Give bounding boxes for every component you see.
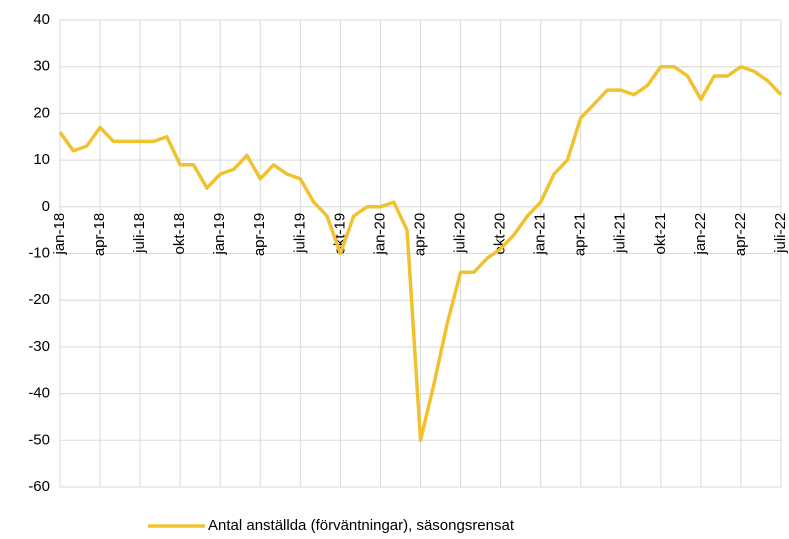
y-tick-label: -40	[28, 385, 50, 402]
x-tick-label: jan-22	[692, 213, 709, 256]
series-line	[58, 64, 783, 443]
y-tick-label: 20	[33, 104, 50, 121]
x-tick-label: juli-22	[772, 213, 789, 254]
x-tick-label: juli-20	[452, 213, 469, 254]
y-tick-label: -50	[28, 431, 50, 448]
plot-border	[59, 19, 782, 488]
x-tick-label: jan-18	[51, 213, 68, 256]
y-tick-label: 30	[33, 58, 50, 75]
x-tick-label: jan-19	[211, 213, 228, 256]
y-tick-label: -30	[28, 338, 50, 355]
x-tick-label: apr-21	[572, 213, 589, 256]
x-tick-label: juli-19	[291, 213, 308, 254]
x-tick-label: juli-21	[612, 213, 629, 254]
x-tick-label: okt-18	[171, 213, 188, 255]
legend-label: Antal anställda (förväntningar), säsongs…	[208, 517, 515, 534]
y-tick-label: 0	[42, 198, 50, 215]
x-tick-label: apr-18	[91, 213, 108, 256]
y-tick-label: -10	[28, 244, 50, 261]
x-tick-label: jan-21	[532, 213, 549, 256]
x-tick-label: apr-22	[732, 213, 749, 256]
y-tick-label: -20	[28, 291, 50, 308]
x-tick-label: okt-21	[652, 213, 669, 255]
x-tick-label: juli-18	[131, 213, 148, 254]
x-tick-label: apr-20	[411, 213, 428, 256]
y-tick-label: 10	[33, 151, 50, 168]
x-tick-label: apr-19	[251, 213, 268, 256]
x-tick-label: jan-20	[371, 213, 388, 256]
y-tick-label: 40	[33, 11, 50, 28]
y-tick-label: -60	[28, 478, 50, 495]
